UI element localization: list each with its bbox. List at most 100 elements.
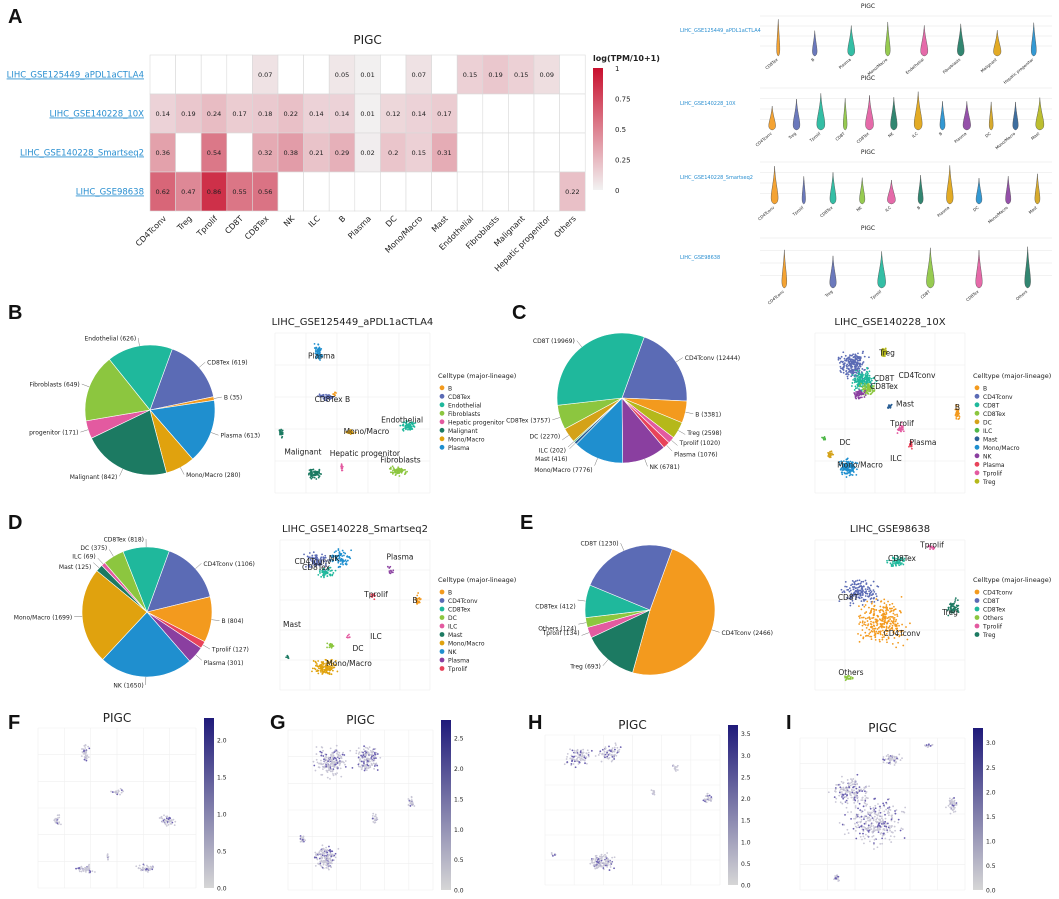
- umap-point-treg: [949, 603, 952, 606]
- feature-point: [858, 790, 861, 792]
- umap-legend-swatch: [974, 623, 980, 629]
- feature-point: [316, 761, 319, 764]
- feature-point: [357, 765, 360, 768]
- feature-point: [847, 784, 850, 787]
- umap-point-fibroblasts: [393, 468, 396, 470]
- umap-point-cd4tconv: [847, 371, 850, 373]
- umap-point-cd4tconv: [862, 361, 865, 363]
- umap-legend-swatch: [974, 606, 980, 612]
- umap-cluster-label: B: [955, 403, 960, 412]
- feature-point: [313, 856, 316, 859]
- umap-point-treg: [883, 350, 885, 353]
- feature-point: [363, 769, 366, 772]
- umap-point-cd8t: [864, 378, 867, 381]
- feature-title: PIGC: [103, 711, 131, 725]
- feature-point: [834, 790, 836, 793]
- umap-point-cd8tex: [329, 574, 332, 577]
- feature-point: [608, 753, 611, 755]
- feature-point: [583, 754, 586, 757]
- pie-leader-line: [552, 417, 561, 421]
- umap-point-mono-macro: [856, 468, 858, 471]
- heatmap-cell-value: 0.55: [232, 188, 246, 196]
- umap-cluster-label: Endothelial: [381, 416, 423, 425]
- umap-point-cd8t: [870, 597, 873, 599]
- umap-legend-swatch: [439, 606, 445, 612]
- feature-point: [854, 785, 857, 788]
- feature-point: [877, 812, 880, 815]
- feature-point: [331, 770, 334, 772]
- heatmap-cell: [226, 54, 253, 95]
- pie-slice-cd4tconv: [621, 336, 688, 402]
- feature-point: [321, 857, 324, 860]
- umap-point-cd8tex: [864, 386, 867, 388]
- feature-point: [144, 867, 147, 870]
- feature-point: [151, 866, 154, 868]
- umap-point-cd8tex: [325, 393, 327, 396]
- feature-point: [855, 787, 858, 790]
- feature-point: [373, 821, 376, 824]
- feature-point: [873, 827, 876, 830]
- heatmap-cell: [277, 171, 304, 212]
- umap-point-cd4tconv: [891, 607, 893, 610]
- feature-point: [328, 845, 330, 848]
- umap-point-mono-macro: [317, 667, 320, 670]
- umap-point-cd8tex: [332, 572, 335, 574]
- heatmap-cell-value: 0.02: [360, 149, 374, 157]
- heatmap-legend-title: log(TPM/10+1): [593, 54, 660, 63]
- violin-shape: [939, 101, 946, 131]
- umap-point-cd4tconv: [870, 611, 872, 614]
- umap-point-cd4tconv: [857, 632, 859, 635]
- umap-point-cd8tex: [322, 397, 325, 400]
- umap-point-cd4tconv: [870, 602, 873, 605]
- feature-point: [106, 855, 109, 858]
- umap-point-cd8tex: [326, 399, 328, 402]
- umap-point-cd8t: [864, 588, 867, 591]
- umap-point-treg: [954, 597, 957, 600]
- feature-point: [882, 802, 885, 805]
- umap-point-cd4tconv: [854, 366, 857, 369]
- umap-point-cd4tconv: [857, 357, 860, 360]
- umap-legend-swatch: [439, 444, 445, 450]
- feature-point: [325, 759, 328, 761]
- umap-point-treg: [954, 600, 956, 603]
- umap-point-nk: [341, 555, 344, 557]
- umap-point-cd8t: [861, 372, 864, 375]
- feature-point: [335, 744, 338, 747]
- umap-point-cd4tconv: [886, 641, 888, 644]
- umap-point-cd4tconv: [863, 355, 866, 358]
- umap-point-cd8t: [858, 592, 861, 595]
- feature-point: [314, 851, 317, 854]
- heatmap-cell-value: 0.14: [335, 110, 349, 118]
- feature-point: [357, 763, 360, 766]
- umap-point-cd4tconv: [861, 616, 863, 619]
- umap-point-cd4tconv: [846, 365, 848, 368]
- feature-point: [574, 766, 577, 769]
- feature-point: [552, 854, 554, 857]
- umap-point-cd4tconv: [850, 364, 853, 367]
- feature-point: [853, 801, 856, 804]
- umap-point-cd8t: [852, 602, 855, 605]
- umap-point-cd8tex: [872, 387, 875, 390]
- feature-point: [318, 762, 320, 765]
- feature-point: [890, 758, 893, 761]
- heatmap-cell-value: 0.15: [412, 149, 426, 157]
- umap-point-cd4tconv: [878, 640, 881, 643]
- feature-colorbar: [204, 718, 214, 888]
- pie-label: B (35): [224, 395, 242, 402]
- umap-point-cd4tconv: [894, 620, 897, 623]
- feature-point: [320, 773, 323, 776]
- feature-point: [846, 811, 849, 814]
- heatmap-legend-tick: 0.5: [615, 126, 626, 134]
- umap-point-treg: [883, 348, 886, 351]
- heatmap-cell-value: 0.17: [232, 110, 246, 118]
- umap-point-fibroblasts: [391, 465, 394, 468]
- umap-point-fibroblasts: [398, 475, 401, 477]
- umap-point-nk: [342, 563, 344, 566]
- umap-point-mast: [285, 656, 288, 659]
- pie-leader-line: [569, 443, 576, 449]
- umap-point-cd8t: [866, 588, 869, 591]
- umap-point-dc: [829, 456, 832, 459]
- feature-colorbar-tick: 2.5: [986, 765, 996, 772]
- umap-point-malignant: [318, 475, 321, 477]
- umap-legend-label: B: [448, 590, 452, 597]
